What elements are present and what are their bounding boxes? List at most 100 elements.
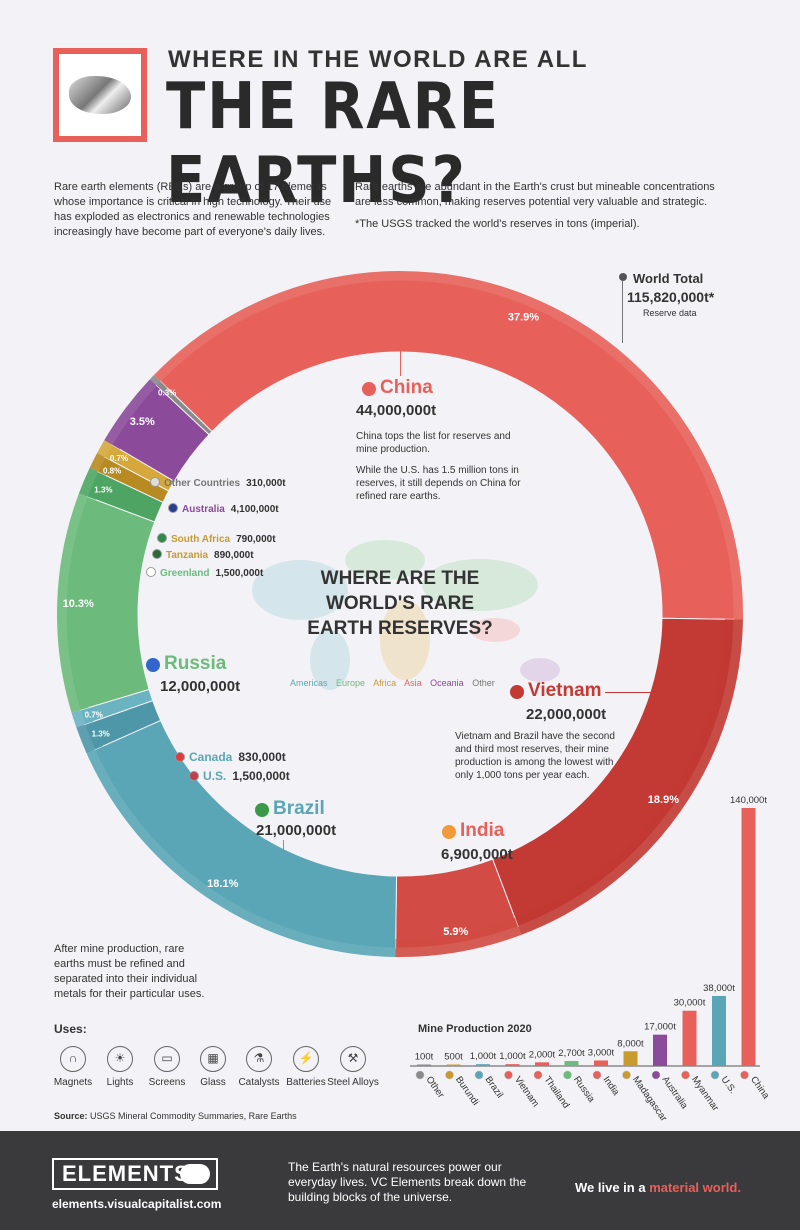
element-sample-logo — [53, 48, 147, 142]
bar-category-label: India — [601, 1074, 622, 1098]
wrench-icon: ⚒ — [340, 1046, 366, 1072]
donut-pct-label: 0.8% — [103, 467, 121, 476]
bar-flag-icon — [681, 1070, 690, 1080]
footer — [0, 1131, 800, 1230]
source-line: Source: USGS Mineral Commodity Summaries… — [54, 1111, 297, 1121]
bar-flag-icon — [504, 1070, 513, 1080]
vietnam-callout: Vietnam — [510, 680, 602, 702]
brazil-name: Brazil — [273, 798, 325, 819]
label-australia: Australia 4,100,000t — [168, 499, 279, 517]
bar-thailand — [535, 1062, 549, 1066]
magnet-icon: ∩ — [60, 1046, 86, 1072]
legend-oceania: Oceania — [430, 678, 464, 688]
bar-flag-icon — [533, 1070, 543, 1080]
world-total-label: World Total — [633, 271, 704, 286]
india-name: India — [460, 820, 505, 841]
donut-pct-label: 18.1% — [207, 878, 238, 890]
vietnam-value: 22,000,000t — [526, 706, 607, 723]
vietnam-name: Vietnam — [528, 680, 602, 701]
tanzania-flag-icon — [152, 548, 162, 559]
donut-rim-australia — [104, 379, 164, 450]
russia-value: 12,000,000t — [160, 678, 241, 695]
bar-value-label: 3,000t — [588, 1047, 615, 1058]
bar-india — [594, 1060, 608, 1066]
bar-flag-icon — [445, 1070, 454, 1080]
footer-url[interactable]: elements.visualcapitalist.com — [52, 1197, 222, 1211]
bar-other — [417, 1064, 431, 1066]
brazil-value: 21,000,000t — [256, 822, 337, 839]
china-flag-icon — [362, 381, 376, 396]
donut-rim-brazil — [86, 746, 396, 957]
bar-u-s- — [712, 995, 726, 1066]
bar-madagascar — [623, 1051, 638, 1066]
vietnam-note: Vietnam and Brazil have the second and t… — [455, 731, 615, 781]
china-note-2: While the U.S. has 1.5 million tons in r… — [356, 465, 521, 502]
russia-flag-icon — [146, 657, 160, 672]
bar-flag-icon — [710, 1070, 720, 1080]
china-leader-line — [400, 340, 401, 376]
bar-value-label: 2,000t — [529, 1049, 556, 1060]
bar-china — [741, 808, 756, 1066]
donut-pct-label: 37.9% — [508, 312, 539, 324]
bar-value-label: 17,000t — [644, 1022, 676, 1033]
brand-text: ELEMENTS — [62, 1161, 190, 1186]
donut-rim-russia — [57, 493, 96, 713]
footer-slogan: We live in a material world. — [575, 1180, 741, 1195]
legend-americas: Americas — [290, 678, 328, 688]
india-flag-icon — [442, 824, 456, 839]
title-line-2: THE RARE EARTHS? — [166, 70, 500, 218]
bar-flag-icon — [651, 1070, 661, 1080]
label-tanzania: Tanzania 890,000t — [152, 545, 254, 563]
intro-right-text: Rare earths are abundant in the Earth's … — [355, 181, 715, 208]
bar-category-label: U.S. — [719, 1074, 739, 1095]
world-total-sub: Reserve data — [643, 308, 697, 318]
title-line-1: WHERE IN THE WORLD ARE ALL — [168, 46, 588, 73]
use-magnets: ∩ Magnets — [46, 1046, 100, 1088]
donut-pct-label: 1.3% — [94, 486, 112, 495]
globe-icon — [150, 476, 160, 487]
vietnam-flag-icon — [510, 684, 524, 699]
bar-flag-icon — [474, 1070, 484, 1080]
bar-value-label: 2,700t — [558, 1048, 585, 1059]
center-question: WHERE ARE THE WORLD'S RARE EARTH RESERVE… — [307, 568, 493, 639]
use-screens: ▭ Screens — [140, 1046, 194, 1088]
vc-logo-icon — [180, 1164, 210, 1184]
bar-burundi — [446, 1064, 461, 1066]
bar-category-label: Vietnam — [512, 1074, 541, 1109]
label-us: U.S. 1,500,000t — [189, 767, 290, 785]
mine-chart-title: Mine Production 2020 — [418, 1023, 532, 1035]
bar-flag-icon — [740, 1070, 749, 1080]
donut-rim-india — [395, 918, 522, 957]
russia-name: Russia — [164, 653, 227, 674]
bar-flag-icon — [563, 1070, 572, 1080]
bar-value-label: 8,000t — [617, 1038, 644, 1049]
bar-value-label: 1,000t — [470, 1051, 497, 1062]
bar-brazil — [476, 1064, 490, 1066]
canada-flag-icon — [175, 751, 185, 762]
bar-value-label: 38,000t — [703, 983, 735, 994]
use-batteries: ⚡ Batteries — [279, 1046, 333, 1088]
lightbulb-icon: ☀ — [107, 1046, 133, 1072]
china-callout: China — [362, 377, 433, 399]
russia-leader-line — [100, 663, 140, 664]
label-canada: Canada 830,000t — [175, 748, 286, 766]
bar-category-label: Australia — [660, 1074, 691, 1111]
donut-pct-label: 0.3% — [158, 389, 176, 398]
india-callout: India — [442, 820, 504, 842]
donut-pct-label: 3.5% — [130, 416, 155, 428]
bar-category-label: Russia — [571, 1074, 597, 1105]
bar-category-label: Brazil — [483, 1074, 506, 1100]
source-text: USGS Mineral Commodity Summaries, Rare E… — [90, 1111, 297, 1121]
bar-flag-icon — [415, 1070, 425, 1080]
brazil-leader-line — [283, 840, 284, 880]
window-icon: ▦ — [200, 1046, 226, 1072]
legend-africa: Africa — [373, 678, 397, 688]
bar-flag-icon — [592, 1070, 602, 1080]
flask-icon: ⚗ — [246, 1046, 272, 1072]
use-steel-alloys: ⚒ Steel Alloys — [326, 1046, 380, 1088]
brazil-flag-icon — [255, 802, 269, 817]
bar-value-label: 100t — [415, 1052, 434, 1063]
bar-category-label: Other — [424, 1074, 447, 1100]
